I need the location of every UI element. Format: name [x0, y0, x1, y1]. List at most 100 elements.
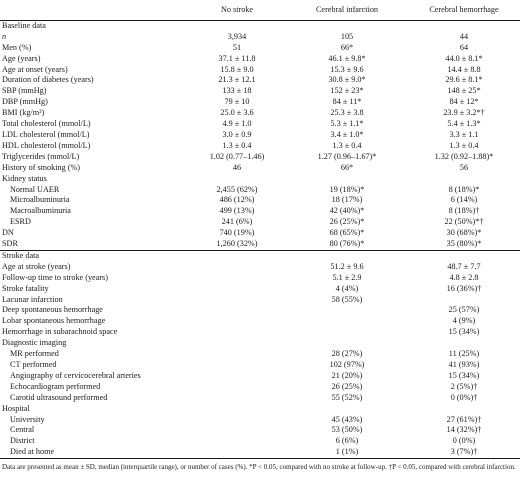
table-row: Triglycerides (mmol/L) 1.02 (0.77–1.46) 1.… — [0, 152, 520, 163]
cell-cerebral-hemorrhage: 2 (5%)† — [450, 381, 478, 391]
cell-no-stroke: 15.8 ± 9.0 — [220, 64, 254, 74]
table-row: Lobar spontaneous hemorrhage 4 (9%) — [0, 316, 520, 327]
cell-no-stroke: 1.02 (0.77–1.46) — [209, 151, 265, 161]
row-label: HDL cholesterol (mmol/L) — [2, 140, 91, 150]
cell-cerebral-hemorrhage: 48.7 ± 7.7 — [447, 261, 481, 271]
cell-cerebral-hemorrhage: 4 (9%) — [452, 316, 476, 326]
cell-cerebral-hemorrhage: 8 (18%)* — [448, 184, 480, 194]
cell-cerebral-hemorrhage: 29.6 ± 8.1* — [445, 75, 483, 85]
row-label: Lacunar infarction — [2, 294, 63, 304]
cell-no-stroke — [188, 327, 286, 338]
table-row: Age (years) 37.1 ± 11.8 46.1 ± 9.8* 44.0 ± … — [0, 54, 520, 65]
row-label: Deep spontaneous hemorrhage — [2, 305, 103, 315]
row-label: Total cholesterol (mmol/L) — [2, 119, 91, 129]
table-container: No stroke Cerebral infarction Cerebral h… — [0, 0, 520, 472]
table-row: HDL cholesterol (mmol/L) 1.3 ± 0.4 1.3 ± 0… — [0, 141, 520, 152]
cell-cerebral-infarction: 66* — [340, 42, 354, 52]
cell-cerebral-infarction: 26 (25%) — [331, 381, 363, 391]
table-row: Echocardiogram performed 26 (25%) 2 (5%)† — [0, 382, 520, 393]
cell-no-stroke: 46 — [232, 162, 242, 172]
cell-cerebral-hemorrhage: 16 (36%)† — [446, 283, 482, 293]
table-row: DBP (mmHg) 79 ± 10 84 ± 11* 84 ± 12* — [0, 97, 520, 108]
cell-cerebral-hemorrhage: 3 (7%)† — [408, 447, 520, 460]
section-row-baseline: Baseline data — [0, 20, 520, 31]
cell-cerebral-infarction: 51.2 ± 9.6 — [330, 261, 364, 271]
cell-cerebral-hemorrhage: 64 — [459, 42, 469, 52]
section-heading-hospital: Hospital — [2, 403, 30, 413]
cell-no-stroke — [188, 349, 286, 360]
cell-cerebral-infarction: 46.1 ± 9.8* — [328, 53, 366, 63]
cell-cerebral-infarction: 1.3 ± 0.4 — [332, 140, 362, 150]
table-row: SBP (mmHg) 133 ± 18 152 ± 23* 148 ± 25* — [0, 86, 520, 97]
cell-cerebral-hemorrhage: 25 (57%) — [448, 305, 480, 315]
cell-cerebral-hemorrhage: 44 — [459, 31, 469, 41]
cell-no-stroke — [188, 382, 286, 393]
cell-no-stroke: 1,260 (32%) — [216, 239, 258, 249]
table-row: SDR 1,260 (32%) 80 (76%)* 35 (80%)* — [0, 239, 520, 250]
table-row: ESRD 241 (6%) 26 (25%)* 22 (50%)*† — [0, 217, 520, 228]
cell-cerebral-infarction: 66* — [340, 162, 354, 172]
cell-cerebral-infarction: 58 (55%) — [331, 294, 363, 304]
row-label: DN — [2, 228, 14, 238]
cell-cerebral-hemorrhage: 35 (80%)* — [446, 239, 482, 249]
table-row: Men (%) 51 66* 64 — [0, 43, 520, 54]
cell-no-stroke — [188, 360, 286, 371]
cell-no-stroke — [188, 262, 286, 273]
cell-no-stroke — [188, 415, 286, 426]
table-row: Follow-up time to stroke (years) 5.1 ± 2.… — [0, 273, 520, 284]
row-label: Triglycerides (mmol/L) — [2, 151, 80, 161]
table-row: LDL cholesterol (mmol/L) 3.0 ± 0.9 3.4 ± 1… — [0, 130, 520, 141]
cell-cerebral-hemorrhage: 0 (0%)† — [450, 392, 478, 402]
row-label: Central — [10, 425, 35, 435]
row-label: SBP (mmHg) — [2, 86, 47, 96]
table-footnote: Data are presented as mean ± SD, median … — [2, 463, 516, 472]
cell-cerebral-infarction — [286, 327, 408, 338]
table-row: Hemorrhage in subarachnoid space 15 (34%) — [0, 327, 520, 338]
cell-cerebral-hemorrhage: 41 (93%) — [448, 360, 480, 369]
row-label: LDL cholesterol (mmol/L) — [2, 129, 90, 139]
cell-no-stroke: 740 (19%) — [219, 228, 255, 238]
row-label: District — [10, 436, 35, 446]
row-label: Duration of diabetes (years) — [2, 75, 94, 85]
cell-no-stroke: 51 — [232, 42, 242, 52]
cell-cerebral-hemorrhage: 27 (61%)† — [446, 414, 482, 424]
cell-cerebral-hemorrhage: 4.8 ± 2.8 — [449, 272, 479, 282]
cell-no-stroke — [188, 393, 286, 404]
cell-no-stroke — [188, 436, 286, 447]
row-label: Stroke fatality — [2, 283, 49, 293]
cell-no-stroke: 79 ± 10 — [224, 97, 250, 107]
cell-cerebral-hemorrhage — [408, 295, 520, 306]
table-row: History of smoking (%) 46 66* 56 — [0, 163, 520, 174]
cell-cerebral-hemorrhage: 5.4 ± 1.3* — [447, 119, 481, 129]
table-row: MR performed 28 (27%) 11 (25%) — [0, 349, 520, 360]
cell-cerebral-infarction: 45 (43%) — [331, 414, 363, 424]
cell-cerebral-hemorrhage: 14.4 ± 8.8 — [447, 64, 481, 74]
table-row: Macroalbuminuria 499 (13%) 42 (40%)* 8 (18%… — [0, 206, 520, 217]
cell-no-stroke — [188, 305, 286, 316]
row-label: n — [2, 31, 7, 41]
cell-no-stroke: 486 (12%) — [219, 195, 255, 205]
data-table: No stroke Cerebral infarction Cerebral h… — [0, 0, 520, 460]
cell-cerebral-hemorrhage: 1.32 (0.92–1.88)* — [434, 151, 494, 161]
cell-no-stroke: 4.9 ± 1.0 — [222, 119, 252, 129]
cell-no-stroke: 3,934 — [227, 31, 247, 41]
table-row: District 6 (6%) 0 (0%) — [0, 436, 520, 447]
table-row: University 45 (43%) 27 (61%)† — [0, 415, 520, 426]
cell-cerebral-infarction: 25.3 ± 3.8 — [330, 108, 364, 118]
cell-cerebral-hemorrhage: 148 ± 25* — [447, 86, 481, 96]
cell-cerebral-infarction: 18 (17%) — [331, 195, 363, 205]
cell-cerebral-hemorrhage: 0 (0%) — [452, 436, 476, 446]
row-label: ESRD — [10, 217, 31, 227]
row-label: BMI (kg/m²) — [2, 108, 45, 118]
row-label: Age at onset (years) — [2, 64, 68, 74]
cell-no-stroke — [188, 316, 286, 327]
table-row: Age at stroke (years) 51.2 ± 9.6 48.7 ± 7.… — [0, 262, 520, 273]
row-label: History of smoking (%) — [2, 162, 81, 172]
cell-cerebral-hemorrhage: 22 (50%)*† — [444, 217, 484, 227]
row-label: SDR — [2, 239, 18, 249]
section-row-kidney: Kidney status — [0, 174, 520, 185]
row-label: Carotid ultrasound performed — [10, 392, 108, 402]
row-label: Lobar spontaneous hemorrhage — [2, 316, 106, 326]
row-label: Macroalbuminuria — [10, 206, 71, 216]
table-row: BMI (kg/m²) 25.0 ± 3.6 25.3 ± 3.8 23.9 ± 3.… — [0, 108, 520, 119]
